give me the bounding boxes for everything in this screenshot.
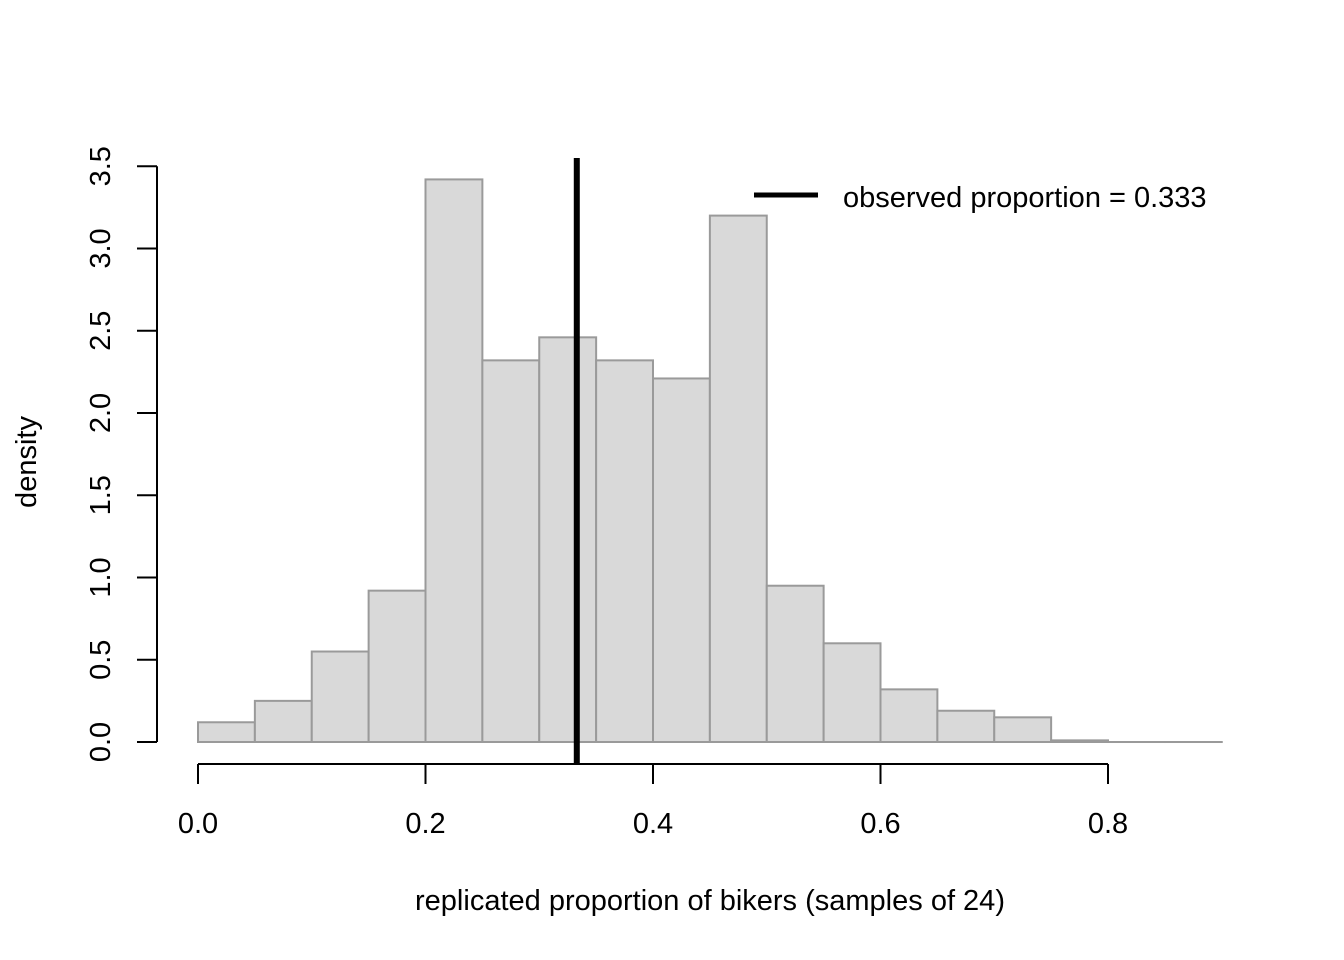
y-axis: 0.0 0.5 1.0 1.5 2.0 2.5 3.0 3.5 [85,146,158,762]
histogram-bar-5 [424,178,484,744]
legend: observed proportion = 0.333 [754,182,1207,214]
y-tick-label: 1.0 [85,557,117,597]
histogram-bar-10 [708,214,768,744]
histogram-bar-7 [538,336,598,743]
y-tick-label: 0.0 [85,722,117,762]
y-tick-label: 0.5 [85,640,117,680]
histogram-bar-4 [367,589,427,743]
histogram-bar-14 [936,709,996,743]
histogram-bar-16 [1050,739,1109,743]
y-tick-label: 2.5 [85,311,117,351]
x-tick-label: 0.4 [633,808,673,840]
x-tick-label: 0.8 [1088,808,1128,840]
x-tick-label: 0.6 [860,808,900,840]
histogram-bar-12 [822,642,882,743]
y-axis-title: density [11,416,43,508]
histogram-bar-3 [310,650,370,744]
histogram-bar-2 [253,699,313,743]
histogram-bar-13 [879,688,939,743]
legend-label: observed proportion = 0.333 [843,182,1207,214]
histogram-bar-1 [197,721,256,744]
y-tick-label: 1.5 [85,475,117,515]
x-tick-label: 0.2 [405,808,445,840]
y-tick-label: 3.5 [85,146,117,186]
histogram-bar-9 [652,377,711,743]
histogram-bar-8 [595,359,654,743]
y-tick-label: 3.0 [85,228,117,268]
x-axis-title: replicated proportion of bikers (samples… [415,885,1005,917]
histogram-bar-11 [765,584,825,743]
x-axis: 0.0 0.2 0.4 0.6 0.8 [178,763,1128,840]
histogram-bar-6 [481,359,541,743]
y-tick-label: 2.0 [85,393,117,433]
histogram-bars [197,178,1223,744]
histogram-bar-15 [993,716,1053,744]
x-tick-label: 0.0 [178,808,218,840]
